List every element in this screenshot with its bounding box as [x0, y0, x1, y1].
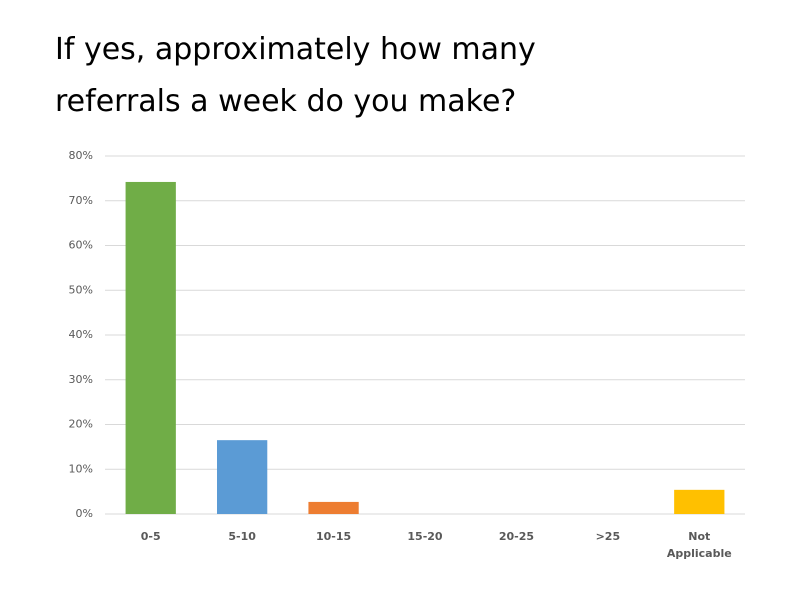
- bar: [308, 501, 359, 514]
- chart-title: If yes, approximately how many referrals…: [55, 32, 536, 119]
- bar: [125, 181, 176, 514]
- x-tick-label: 15-20: [407, 530, 443, 543]
- y-tick-label: 50%: [69, 283, 93, 296]
- x-tick-label: 5-10: [228, 530, 256, 543]
- x-tick-label: >25: [595, 530, 621, 543]
- x-tick-label: 20-25: [498, 530, 535, 543]
- bar: [674, 489, 725, 514]
- y-tick-label: 60%: [69, 239, 93, 252]
- y-tick-label: 40%: [69, 328, 93, 341]
- y-tick-label: 0%: [76, 507, 93, 520]
- x-tick-label: Not Applicable: [666, 530, 732, 560]
- x-tick-label: 0-5: [140, 530, 161, 543]
- y-tick-label: 10%: [69, 462, 93, 475]
- y-tick-label: 80%: [69, 149, 93, 162]
- x-tick-label: 10-15: [315, 530, 352, 543]
- y-tick-label: 70%: [69, 194, 93, 207]
- bar: [217, 440, 268, 514]
- y-tick-label: 30%: [69, 373, 93, 386]
- y-tick-label: 20%: [69, 418, 93, 431]
